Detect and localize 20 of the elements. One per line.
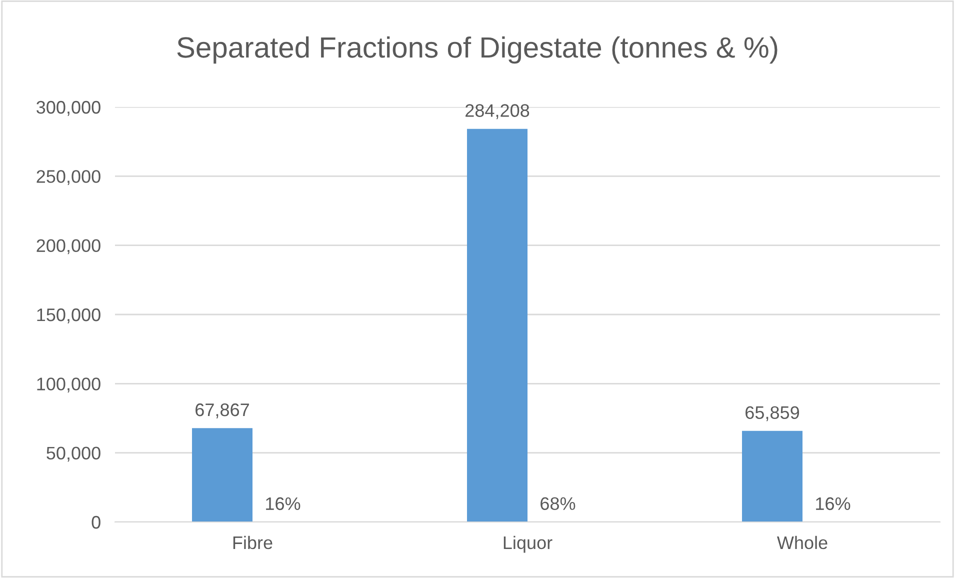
data-label: 68% [540, 497, 576, 510]
data-label: 16% [266, 497, 300, 510]
y-tick-label: 300,000 [36, 100, 100, 116]
data-label: 284,208 [466, 104, 530, 120]
y-tick-label: 200,000 [36, 239, 100, 254]
x-tick-label: Liquor [504, 536, 552, 553]
data-label: 67,867 [196, 403, 249, 418]
x-tick-label: Whole [776, 536, 828, 550]
data-label: 16% [816, 497, 850, 510]
y-tick-label: 100,000 [37, 378, 100, 393]
chart-title: Separated Fractions of Digestate (tonnes & %) [177, 36, 778, 64]
y-tick-label: 250,000 [36, 170, 100, 186]
bar [192, 428, 252, 522]
y-tick-label: 50,000 [46, 446, 100, 462]
bar [467, 128, 528, 522]
y-tick-label: 150,000 [37, 308, 100, 324]
bar [742, 430, 802, 522]
y-tick-label: 0 [92, 516, 100, 529]
data-label: 65,859 [746, 406, 800, 422]
x-tick-label: Fibre [233, 536, 272, 550]
